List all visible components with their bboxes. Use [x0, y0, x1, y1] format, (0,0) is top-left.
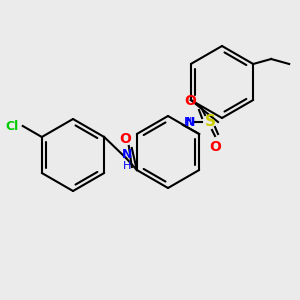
Text: O: O: [119, 132, 131, 146]
Text: O: O: [184, 94, 196, 108]
Text: N: N: [185, 116, 195, 128]
Text: O: O: [209, 140, 221, 154]
Text: N: N: [122, 148, 132, 161]
Text: S: S: [205, 115, 215, 130]
Text: Cl: Cl: [5, 119, 19, 133]
Text: H: H: [184, 117, 192, 127]
Text: H: H: [123, 161, 131, 171]
